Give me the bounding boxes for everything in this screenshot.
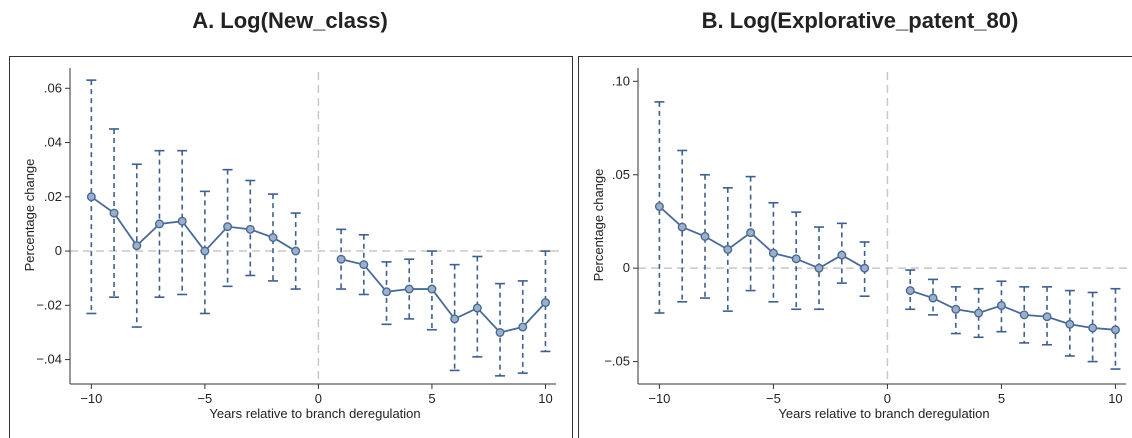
estimate-point	[200, 246, 210, 256]
estimate-point	[359, 260, 369, 270]
estimate-point	[86, 192, 96, 202]
panel-b-title: B. Log(Explorative_patent_80)	[701, 8, 1019, 33]
y-axis-title: Percentage change	[22, 159, 37, 272]
estimate-point	[746, 228, 756, 238]
estimate-point	[1042, 312, 1052, 322]
estimate-point	[336, 254, 346, 264]
x-axis-title: Years relative to branch deregulation	[778, 406, 989, 421]
x-tick-label: 5	[998, 391, 1005, 406]
estimate-point	[268, 232, 278, 242]
estimate-point	[814, 263, 824, 273]
estimate-line	[90, 196, 297, 253]
estimate-point	[951, 304, 961, 314]
estimate-point	[837, 250, 847, 260]
x-axis-title: Years relative to branch deregulation	[209, 406, 420, 421]
estimate-point	[654, 202, 664, 212]
y-tick-label: .05	[612, 167, 630, 182]
x-tick-label: −10	[648, 391, 670, 406]
estimate-point	[723, 244, 733, 254]
y-tick-label: .02	[44, 189, 62, 204]
estimate-point	[928, 293, 938, 303]
estimate-point	[291, 246, 301, 256]
estimate-point	[427, 284, 437, 294]
x-tick-label: −5	[197, 391, 212, 406]
estimate-line	[909, 289, 1116, 331]
x-tick-label: 5	[428, 391, 435, 406]
y-axis-title: Percentage change	[591, 169, 606, 282]
x-tick-label: 10	[538, 391, 552, 406]
estimate-point	[1088, 323, 1098, 333]
estimate-point	[154, 219, 164, 229]
estimate-point	[677, 222, 687, 232]
estimate-point	[1110, 325, 1120, 335]
estimate-point	[1065, 319, 1075, 329]
estimate-point	[1019, 310, 1029, 320]
estimate-point	[109, 208, 119, 218]
estimate-point	[791, 254, 801, 264]
estimate-point	[700, 231, 710, 241]
x-tick-label: 10	[1108, 391, 1122, 406]
estimate-point	[472, 303, 482, 313]
estimate-point	[518, 322, 528, 332]
estimate-point	[382, 287, 392, 297]
panel-a: −.04 −.02 0 .02 .04 .06 −10 −5 0 5 10 Years relativ…	[9, 56, 573, 438]
y-tick-label: .06	[44, 80, 62, 95]
estimate-point	[177, 216, 187, 226]
x-tick-label: 0	[315, 391, 322, 406]
y-tick-label: .04	[44, 135, 62, 150]
x-tick-label: 0	[884, 391, 891, 406]
estimate-point	[768, 248, 778, 258]
estimate-line	[658, 205, 866, 270]
estimate-point	[132, 241, 142, 251]
estimate-point	[223, 222, 233, 232]
estimate-point	[495, 327, 505, 337]
estimate-point	[540, 298, 550, 308]
panel-frame	[578, 56, 1132, 438]
estimate-point	[404, 284, 414, 294]
y-tick-label: 0	[623, 260, 630, 275]
panel-a-title: A. Log(New_class)	[192, 8, 388, 33]
estimate-point	[450, 314, 460, 324]
panel-b: −.05 0 .05 .10 −10 −5 0 5 10 Years relative to br…	[578, 56, 1132, 438]
x-tick-label: −10	[80, 391, 102, 406]
x-tick-label: −5	[766, 391, 781, 406]
y-tick-label: −.05	[604, 354, 630, 369]
estimate-point	[996, 301, 1006, 311]
estimate-point	[860, 263, 870, 273]
estimate-point	[905, 286, 915, 296]
y-tick-label: 0	[55, 243, 62, 258]
panel-frame	[9, 56, 573, 438]
estimate-line	[340, 258, 547, 334]
estimate-point	[974, 308, 984, 318]
y-tick-label: −.02	[36, 297, 62, 312]
estimate-point	[245, 224, 255, 234]
y-tick-label: .10	[612, 73, 630, 88]
y-tick-label: −.04	[36, 352, 62, 367]
